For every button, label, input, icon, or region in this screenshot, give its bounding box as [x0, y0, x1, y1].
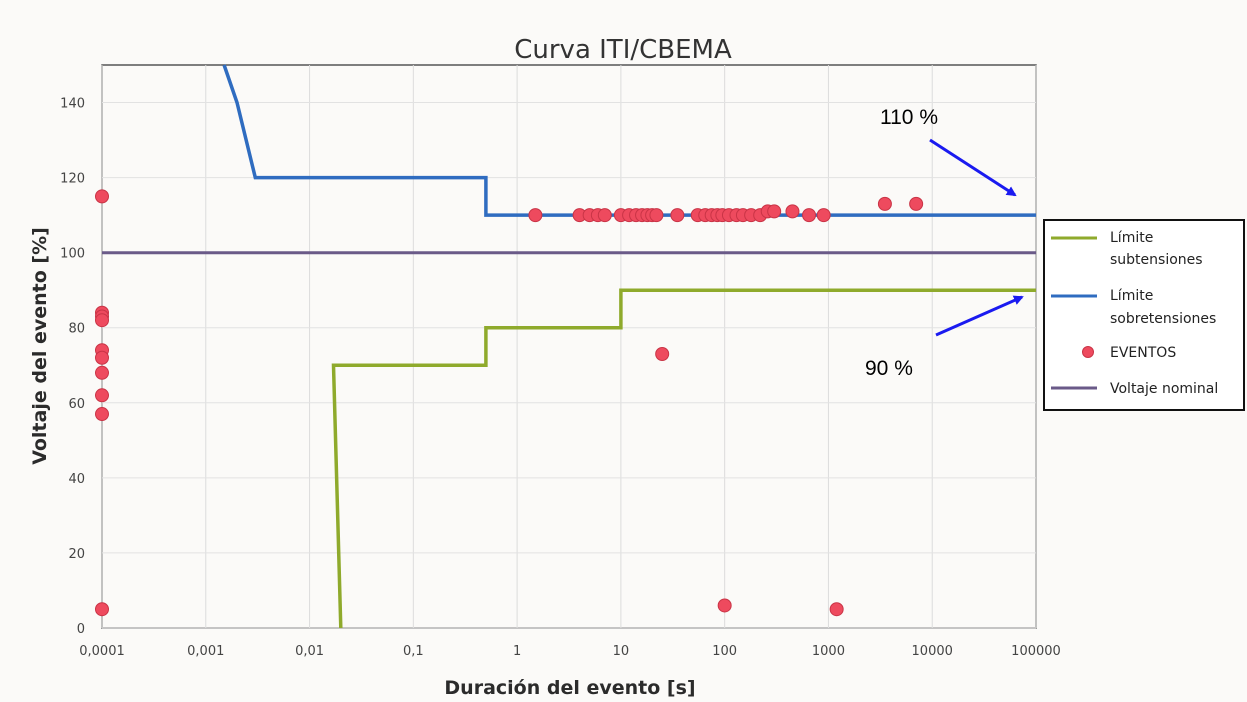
y-tick-label: 20: [68, 547, 85, 562]
annotation-90-arrow: [935, 295, 1024, 337]
legend: Límite subtensiones Límite sobretensiones EV…: [1043, 219, 1245, 411]
series-underLimit-line: [331, 288, 1036, 629]
annotation-110-label: 110 %: [880, 106, 938, 129]
x-tick-label: 1000: [812, 644, 845, 659]
event-point: [670, 208, 685, 223]
x-tick-label: 0,0001: [79, 644, 125, 659]
event-point: [767, 204, 782, 219]
event-point: [528, 208, 543, 223]
y-tick-label: 100: [60, 247, 85, 262]
event-point: [649, 208, 664, 223]
event-point: [785, 204, 800, 219]
x-tick-label: 10: [613, 644, 630, 659]
event-point: [95, 388, 109, 403]
y-axis-title: Voltaje del evento [%]: [29, 227, 51, 465]
y-tick-label: 0: [77, 622, 85, 637]
annotation-90-label: 90 %: [865, 357, 913, 380]
legend-under-label: subtensiones: [1110, 252, 1203, 268]
y-tick-label: 140: [60, 97, 85, 112]
legend-over-label: Límite: [1110, 288, 1153, 304]
x-tick-label: 100: [712, 644, 737, 659]
legend-events-swatch: [1082, 346, 1094, 358]
event-point: [717, 598, 732, 613]
annotation-110-arrow: [929, 138, 1017, 197]
series-layer: [95, 64, 1036, 629]
x-axis-ticks: 0,0001 0,001 0,01 0,1 1 10 100 1000 10000 100000: [79, 644, 1061, 659]
y-tick-label: 80: [68, 322, 85, 337]
event-point: [95, 407, 109, 422]
event-point: [95, 602, 109, 617]
event-point: [95, 365, 109, 380]
event-point: [829, 602, 844, 617]
y-tick-label: 40: [68, 472, 85, 487]
event-point: [95, 189, 109, 204]
event-point: [95, 350, 109, 365]
y-axis-ticks: 0 20 40 60 80 100 120 140: [60, 97, 85, 637]
legend-over-label: sobretensiones: [1110, 311, 1216, 327]
x-tick-label: 100000: [1011, 644, 1061, 659]
event-point: [95, 313, 109, 328]
x-tick-label: 10000: [912, 644, 953, 659]
legend-under-label: Límite: [1110, 230, 1153, 246]
y-tick-label: 60: [68, 397, 85, 412]
legend-nominal-label: Voltaje nominal: [1110, 381, 1218, 397]
x-tick-label: 0,01: [295, 644, 324, 659]
x-tick-label: 1: [513, 644, 521, 659]
plot-area: [101, 64, 1037, 629]
chart-title: Curva ITI/CBEMA: [514, 35, 732, 65]
event-point: [909, 196, 924, 211]
event-point: [816, 208, 831, 223]
legend-events-label: EVENTOS: [1110, 345, 1176, 361]
annotation-110: 110 %: [880, 106, 1017, 197]
grid-lines: [101, 65, 1037, 629]
annotation-90: 90 %: [865, 295, 1024, 380]
x-tick-label: 0,1: [403, 644, 424, 659]
x-axis-title: Duración del evento [s]: [444, 677, 695, 699]
event-point: [802, 208, 817, 223]
event-point: [877, 196, 892, 211]
event-point: [597, 208, 612, 223]
event-point: [655, 347, 670, 362]
legend-box: [1043, 219, 1245, 411]
y-tick-label: 120: [60, 172, 85, 187]
x-tick-label: 0,001: [187, 644, 224, 659]
